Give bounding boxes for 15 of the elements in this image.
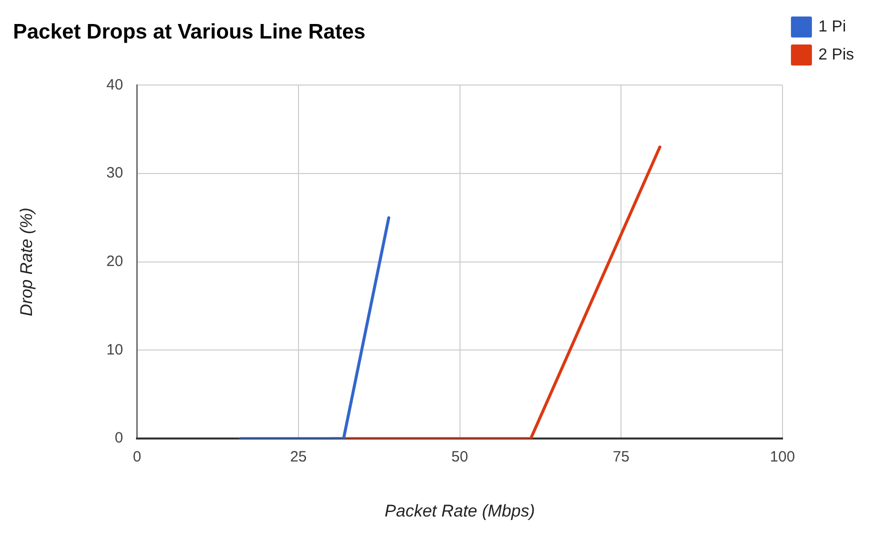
x-tick-label: 75	[612, 448, 630, 466]
y-axis-title: Drop Rate (%)	[16, 208, 36, 316]
y-tick-label: 0	[114, 430, 124, 447]
x-tick-label: 50	[451, 448, 468, 466]
y-tick-label: 20	[106, 253, 124, 270]
y-tick-label: 30	[106, 164, 124, 182]
x-tick-label: 100	[770, 448, 795, 466]
chart-title: Packet Drops at Various Line Rates	[13, 20, 366, 44]
legend-label: 1 Pi	[818, 18, 846, 36]
y-tick-label: 10	[106, 341, 124, 358]
x-tick-label: 25	[290, 448, 307, 466]
legend-label: 2 Pis	[818, 46, 854, 64]
x-tick-label: 0	[132, 448, 142, 466]
y-tick-label: 40	[106, 76, 124, 94]
x-axis-title: Packet Rate (Mbps)	[384, 502, 535, 521]
